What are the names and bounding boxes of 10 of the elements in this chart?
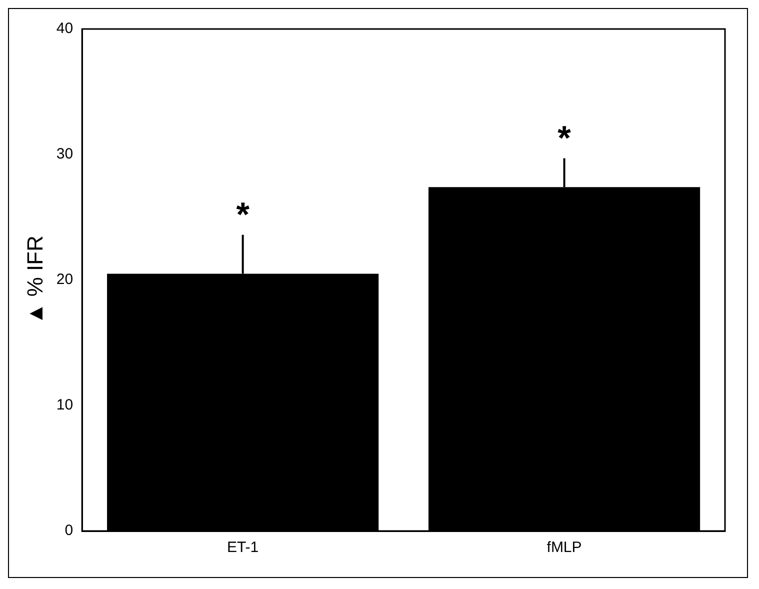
x-tick-label: ET-1	[226, 539, 259, 556]
y-tick-label: 30	[56, 146, 74, 163]
y-tick-label: 10	[56, 396, 74, 414]
y-tick-label: 0	[64, 522, 74, 540]
y-tick-label: 20	[56, 271, 74, 288]
annotation: *	[558, 120, 572, 158]
x-tick-label: fMLP	[546, 539, 582, 556]
annotation: *	[236, 196, 250, 234]
y-axis-title: ▲ % IFR	[22, 236, 48, 324]
y-tick-label: 40	[56, 20, 74, 38]
